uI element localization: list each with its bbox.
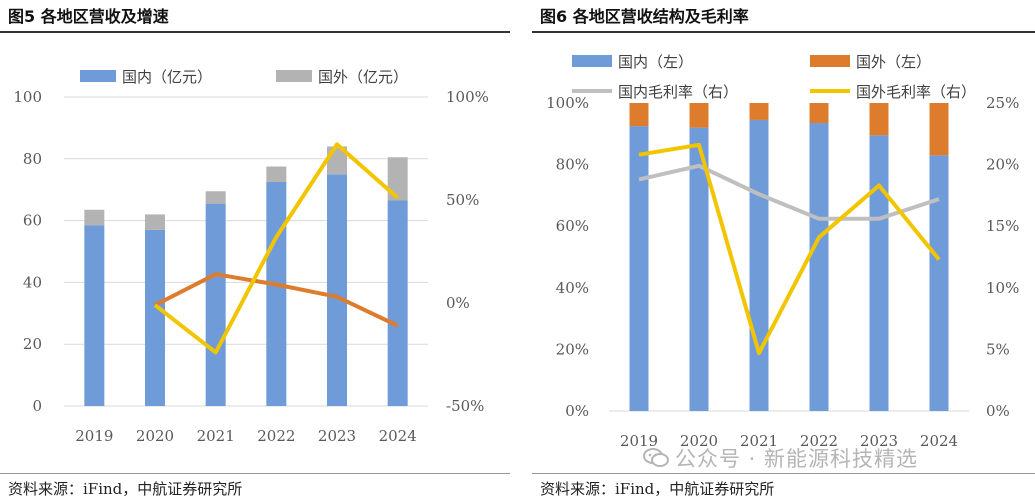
fig6-x-tick: 2020 — [680, 432, 718, 450]
fig5-legend-swatch — [80, 70, 116, 82]
fig6-y-left-tick: 20% — [556, 340, 589, 358]
fig6-legend-label: 国内毛利率（右） — [618, 83, 738, 101]
figure-5-panel: 图5 各地区营收及增速 0 20 40 60 80 100 -50% 0% 50% 100% 201… — [0, 0, 510, 501]
fig6-legend-swatch — [572, 55, 612, 67]
fig6-x-tick: 2022 — [800, 432, 838, 450]
fig5-y-left-tick: 60 — [23, 212, 42, 230]
fig6-bar-overseas-2021 — [749, 103, 769, 120]
fig6-bar-domestic-2021 — [749, 119, 769, 411]
fig5-bar-domestic-2021 — [205, 203, 226, 406]
fig6-x-tick: 2019 — [620, 432, 658, 450]
fig5-bar-domestic-2019 — [84, 225, 105, 406]
figure-5-source: 资料来源：iFind，中航证券研究所 — [8, 480, 243, 498]
fig6-bar-overseas-2019 — [629, 103, 649, 127]
fig5-legend-label: 国外（亿元） — [318, 68, 408, 86]
fig6-x-tick: 2023 — [860, 432, 898, 450]
fig5-bar-overseas-2021 — [205, 191, 226, 204]
fig5-x-tick: 2023 — [318, 427, 356, 445]
fig5-x-tick: 2019 — [75, 427, 113, 445]
fig5-bar-domestic-2024 — [387, 200, 408, 406]
wechat-icon — [643, 448, 669, 468]
figure-6-title: 图6 各地区营收结构及毛利率 — [540, 7, 749, 26]
fig5-legend-label: 国内（亿元） — [122, 68, 212, 86]
fig6-bar-domestic-2019 — [629, 126, 649, 411]
fig6-bar-overseas-2023 — [869, 103, 889, 136]
fig6-legend-label: 国外（左） — [856, 53, 931, 71]
fig6-bar-overseas-2020 — [689, 103, 709, 128]
fig5-y-left-tick: 40 — [23, 273, 42, 291]
fig5-line-yellow — [153, 142, 400, 355]
fig6-line-yellow — [638, 142, 941, 356]
figure-5-chart: 0 20 40 60 80 100 -50% 0% 50% 100% 2019 2020 2021 202… — [13, 68, 489, 445]
figure-6-bottom-rule — [532, 473, 1035, 474]
fig5-y-right-tick: 0% — [446, 294, 470, 312]
fig6-legend-label: 国内（左） — [618, 53, 693, 71]
watermark: 公众号 · 新能源科技精选 — [643, 443, 918, 473]
fig5-y-left-tick: 100 — [13, 88, 42, 106]
fig5-legend-swatch — [276, 70, 312, 82]
fig5-x-tick: 2021 — [197, 427, 235, 445]
fig5-bar-overseas-2019 — [84, 209, 105, 226]
figure-6-source: 资料来源：iFind，中航证券研究所 — [540, 480, 775, 498]
fig5-bar-domestic-2020 — [145, 229, 165, 406]
fig6-legend-label: 国外毛利率（右） — [856, 83, 976, 101]
fig6-bar-domestic-2020 — [689, 127, 709, 411]
fig5-y-left-tick: 20 — [23, 335, 42, 353]
fig5-line-orange — [154, 272, 399, 328]
figure-6-panel: 图6 各地区营收结构及毛利率 0% 20% 40% 60% 80% 100% 0% 5% 10%… — [532, 0, 1035, 501]
fig6-y-right-tick: 5% — [986, 340, 1010, 358]
fig6-bar-domestic-2022 — [809, 123, 829, 412]
fig6-y-left-tick: 0% — [565, 402, 589, 420]
fig5-x-tick: 2022 — [257, 427, 295, 445]
fig5-bar-overseas-2024 — [387, 157, 408, 201]
watermark-text: 公众号 · 新能源科技精选 — [675, 447, 919, 471]
fig5-y-right-tick: 50% — [446, 191, 479, 209]
fig6-x-tick: 2024 — [920, 432, 958, 450]
fig5-x-tick: 2024 — [379, 427, 417, 445]
figure-6-title-rule — [532, 31, 1035, 33]
fig6-y-right-tick: 20% — [986, 156, 1019, 174]
fig5-bar-domestic-2022 — [266, 181, 287, 406]
fig5-y-right-tick: 100% — [446, 88, 489, 106]
fig6-y-right-tick: 15% — [986, 217, 1019, 235]
fig5-x-tick: 2020 — [136, 427, 174, 445]
fig5-y-left-tick: 0 — [32, 397, 42, 415]
fig6-line-gray_line — [638, 163, 940, 221]
figure-5-title: 图5 各地区营收及增速 — [8, 7, 169, 26]
fig6-bar-domestic-2023 — [869, 135, 889, 411]
fig5-bar-overseas-2020 — [145, 214, 165, 230]
figure-6-chart: 0% 20% 40% 60% 80% 100% 0% 5% 10% 15% 20% 25% 2019 20… — [546, 53, 1019, 450]
fig6-y-left-tick: 40% — [556, 279, 589, 297]
fig6-y-right-tick: 0% — [986, 402, 1010, 420]
fig6-legend-swatch — [810, 55, 850, 67]
fig5-bar-domestic-2023 — [327, 174, 347, 406]
fig6-bar-overseas-2022 — [809, 103, 829, 124]
fig6-bar-overseas-2024 — [929, 103, 949, 156]
fig6-x-tick: 2021 — [740, 432, 778, 450]
fig5-y-left-tick: 80 — [23, 150, 42, 168]
fig6-y-left-tick: 100% — [546, 94, 589, 112]
fig6-y-right-tick: 10% — [986, 279, 1019, 297]
fig6-y-left-tick: 80% — [556, 156, 589, 174]
fig6-y-left-tick: 60% — [556, 217, 589, 235]
fig5-bar-overseas-2022 — [266, 166, 287, 182]
fig5-y-right-tick: -50% — [446, 397, 484, 415]
figure-5-bottom-rule — [0, 473, 510, 474]
fig6-bar-domestic-2024 — [929, 155, 949, 411]
figure-5-title-rule — [0, 31, 510, 33]
fig6-y-right-tick: 25% — [986, 94, 1019, 112]
